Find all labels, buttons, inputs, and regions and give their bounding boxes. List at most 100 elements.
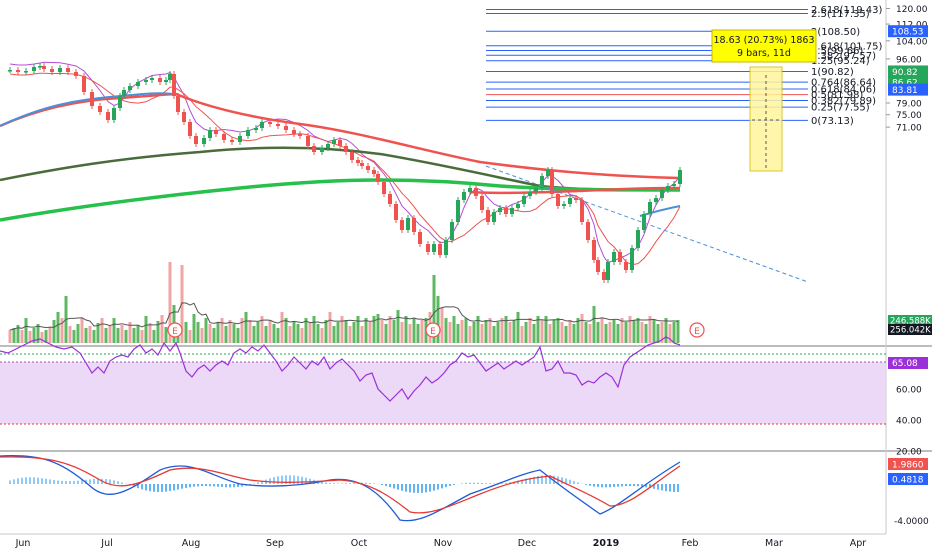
volume-bar [324, 320, 328, 343]
candle-body [82, 76, 86, 92]
macd-badge-label: 1.9860 [892, 461, 924, 471]
candle-body [320, 148, 324, 152]
volume-bar [12, 328, 16, 343]
volume-badge [888, 324, 932, 335]
volume-bar [648, 316, 652, 343]
volume-bar [104, 328, 108, 343]
volume-bar [40, 332, 44, 343]
volume-bar [624, 322, 628, 343]
volume-bar [100, 318, 104, 343]
volume-bar [588, 324, 592, 343]
candle-body [474, 188, 478, 196]
volume-bar [580, 314, 584, 343]
candle-body [172, 74, 176, 96]
candle-body [528, 192, 532, 196]
volume-bar [660, 322, 664, 343]
candle-body [468, 188, 472, 192]
candle-body [254, 128, 258, 130]
candle-body [90, 92, 94, 106]
volume-bar [332, 326, 336, 343]
fibonacci-levels: 2.618(119.43)2.5(117.35) 2(108.50) 1.618(1… [485, 5, 883, 283]
fib-level-label: 0.618(84.06) [811, 84, 876, 95]
volume-bar [376, 314, 380, 343]
fib-level-label: 1.25(95.24) [811, 56, 870, 67]
volume-bar [192, 314, 196, 343]
candle-body [546, 170, 550, 176]
macd-indicator [0, 455, 681, 522]
volume-bar [96, 323, 100, 343]
candle-body [648, 202, 652, 214]
candle-body [338, 140, 342, 146]
time-axis-label: Sep [266, 538, 284, 549]
ma-green [0, 178, 681, 222]
candle-body [654, 198, 658, 202]
candle-body [246, 130, 250, 136]
volume-bar [280, 312, 284, 343]
volume-bar [464, 318, 468, 343]
candle-body [412, 218, 416, 232]
earnings-marker [167, 322, 183, 338]
volume-bar [524, 322, 528, 343]
rsi-line [0, 336, 681, 402]
volume-bar [532, 324, 536, 343]
volume-bar [184, 322, 188, 343]
price-badge-label: 108.53 [892, 28, 924, 38]
volume-bar [32, 328, 36, 343]
volume-bar [196, 322, 200, 343]
volume-bar [300, 328, 304, 343]
volume-bar [408, 324, 412, 343]
candle-body [426, 244, 430, 252]
volume-bar [404, 316, 408, 343]
volume-bar [644, 324, 648, 343]
rsi-tick-label: 60.00 [896, 386, 922, 396]
candle-body [332, 140, 336, 144]
candle-body [596, 260, 600, 272]
ma-red-thick [0, 92, 681, 180]
volume-bar [632, 320, 636, 343]
volume-bar [448, 322, 452, 343]
volume-bar [444, 318, 448, 343]
time-axis: Jun Jul Aug Sep Oct Nov Dec 2019 Feb Mar Apr [15, 538, 867, 549]
volume-bar [472, 322, 476, 343]
price-badge [888, 83, 928, 96]
volume-bar [204, 318, 208, 343]
earnings-label: E [430, 327, 436, 337]
candle-body [462, 192, 466, 200]
volume-bar [292, 322, 296, 343]
volume-bar [152, 330, 156, 343]
volume-bar [304, 318, 308, 343]
volume-bar [220, 318, 224, 343]
fib-level-label: 2.5(117.35) [811, 9, 870, 20]
earnings-marker [689, 322, 705, 338]
volume-bar [664, 318, 668, 343]
volume-bar [72, 330, 76, 343]
time-axis-label: Jun [15, 538, 31, 549]
volume-bar [528, 318, 532, 343]
volume-bar [420, 320, 424, 343]
earnings-label: E [694, 327, 700, 337]
candle-body [550, 170, 554, 194]
candle-body [568, 198, 572, 204]
rsi-badge-label: 65.08 [892, 359, 918, 369]
candle-body [230, 140, 234, 142]
volume-bar [460, 320, 464, 343]
volume-bar [68, 326, 72, 343]
candle-body [202, 138, 206, 144]
volume-bar [264, 326, 268, 343]
volume-bar [168, 262, 172, 343]
volume-bar [636, 318, 640, 343]
volume-bar [584, 322, 588, 343]
volume-bar [236, 328, 240, 343]
rsi-tick-label: 40.00 [896, 417, 922, 427]
candle-body [24, 71, 28, 73]
volume-bar [380, 320, 384, 343]
candle-body [164, 80, 168, 82]
volume-bar [568, 320, 572, 343]
fib-level-label: 1(90.82) [811, 67, 854, 78]
ma-red-thin [9, 72, 681, 266]
candle-body [418, 232, 422, 244]
candle-body [432, 244, 436, 252]
volume-bar [512, 320, 516, 343]
volume-bar [656, 324, 660, 343]
